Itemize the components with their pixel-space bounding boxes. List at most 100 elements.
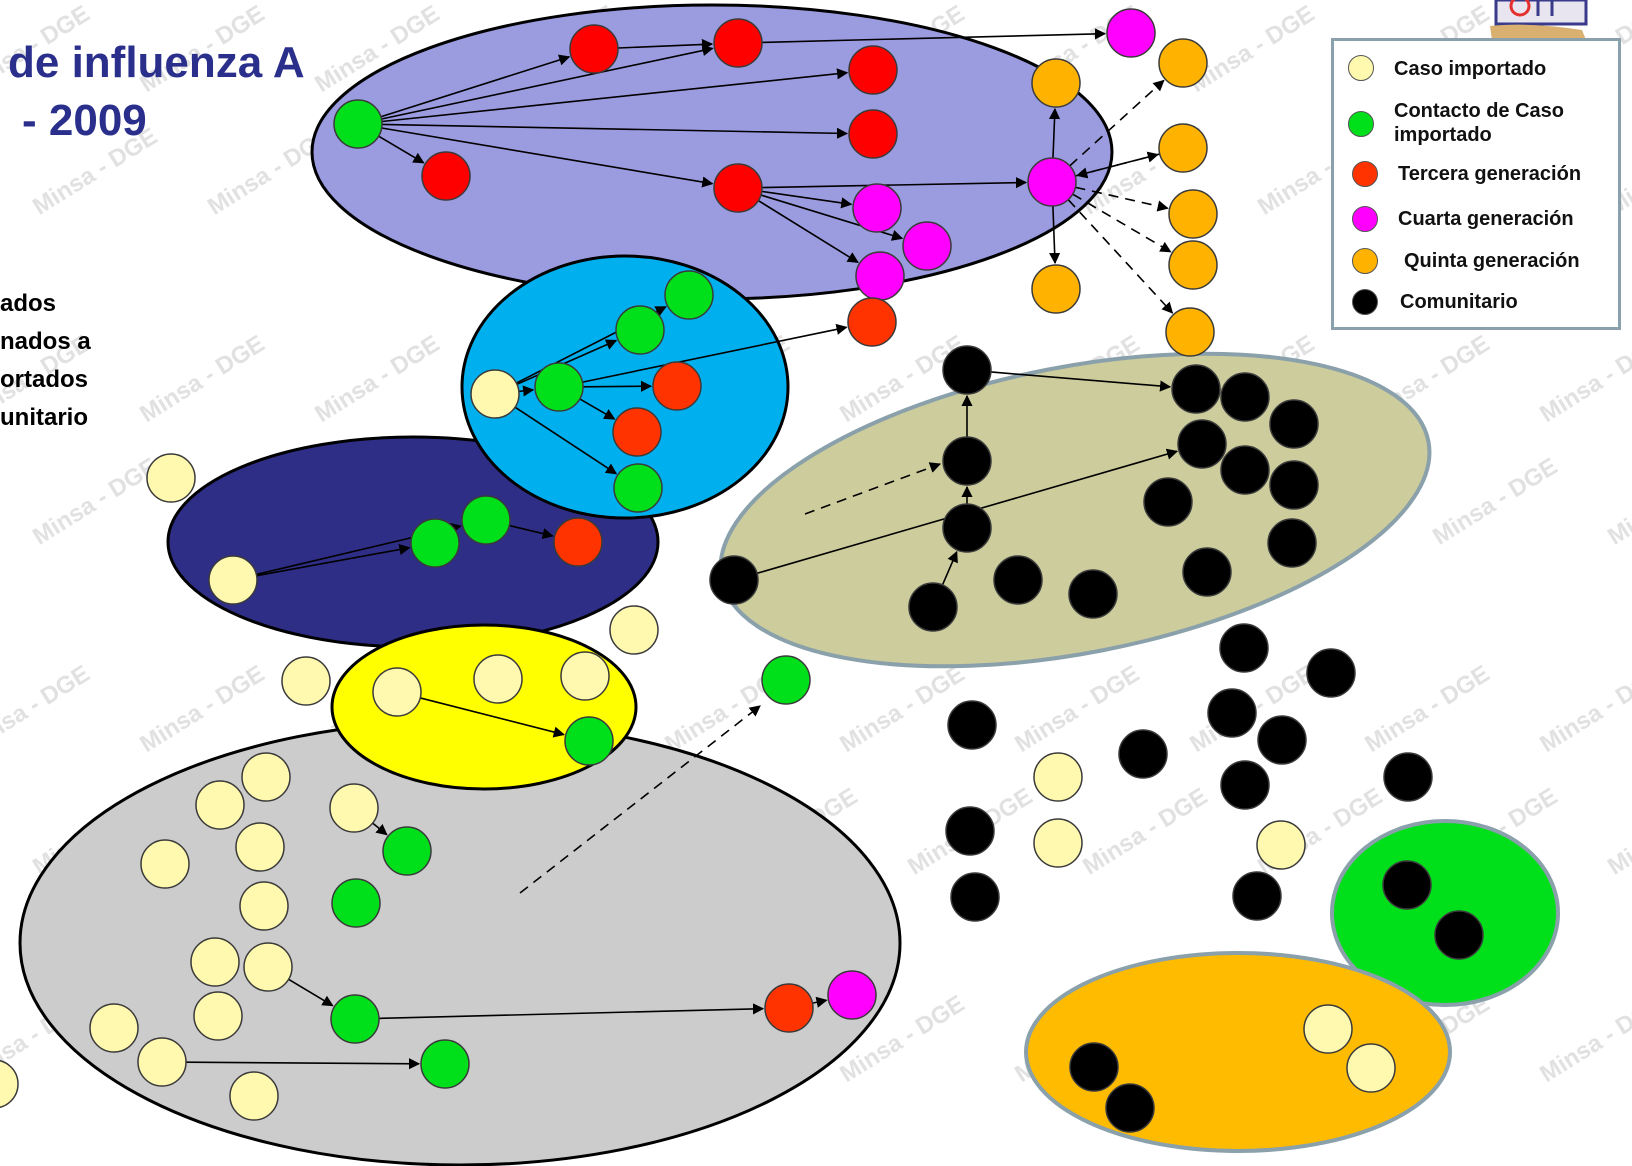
contact-case [331,878,381,928]
transmission-arrow [941,550,958,586]
imported-case [1346,1043,1396,1093]
contact-case [615,305,665,355]
legend-label-imported: Caso importado [1394,58,1547,80]
watermark-text: Minsa - DGE [310,330,444,428]
node-layer [0,8,1484,1133]
transmission-arrow [761,177,1028,189]
watermark-text: Minsa - DGE [135,660,269,758]
transmission-arrow [381,68,849,123]
fourth-gen-case [1106,8,1156,58]
community-case [1105,1083,1155,1133]
transmission-arrow [1049,205,1061,265]
fifth-gen-case [1165,307,1215,357]
imported-case [190,937,240,987]
cluster-layer [18,3,1560,1166]
community-case [1232,871,1282,921]
watermark-text: Minsa - DGE [1078,783,1212,881]
community-case [1220,445,1270,495]
contact-case [410,518,460,568]
watermark-text: Minsa - DGE [28,453,162,551]
legend-swatch-imported-icon [1348,55,1374,81]
community-case [942,503,992,553]
title-line-1: de influenza A [8,38,305,87]
imported-case [140,839,190,889]
legend: Caso importado Contacto de Caso importad… [1331,38,1621,330]
transmission-arrow [509,524,554,540]
imported-case [137,1037,187,1087]
imported-case [235,822,285,872]
imported-case [193,991,243,1041]
transmission-arrow [617,38,714,51]
transmission-arrow [288,978,334,1007]
transmission-arrow [380,54,571,118]
imported-case [146,453,196,503]
community-case [1269,399,1319,449]
third-gen-case [612,407,662,457]
transmission-arrow [812,996,828,1008]
imported-case [473,654,523,704]
contact-case [333,99,383,149]
imported-case [329,783,379,833]
fifth-gen-case [1158,123,1208,173]
imported-case [229,1071,279,1121]
community-case [942,345,992,395]
legend-label-contact: Contacto de Caso importado [1394,100,1565,146]
dashed-transmission-arrow [1069,79,1165,167]
cluster-green [1330,819,1560,1007]
fifth-gen-case [1031,264,1081,314]
imported-case [1256,820,1306,870]
transmission-arrow [761,28,1107,44]
community-case [1269,460,1319,510]
third-gen-case [713,163,763,213]
community-case [1306,648,1356,698]
imported-case [281,656,331,706]
fourth-gen-case [852,183,902,233]
imported-case [0,1059,19,1109]
imported-case [1033,818,1083,868]
legend-swatch-third-icon [1352,161,1378,187]
legend-label-fourth: Cuarta generación [1398,208,1574,230]
legend-swatch-contact-icon [1348,111,1374,137]
contact-case [330,994,380,1044]
third-gen-case [421,151,471,201]
watermark-text: Minsa - DGE [1603,453,1632,551]
community-case [908,582,958,632]
watermark-text: Minsa - DGE [1603,783,1632,881]
third-gen-case [848,109,898,159]
fourth-gen-case [855,251,905,301]
fifth-gen-case [1031,58,1081,108]
dashed-transmission-arrow [1076,153,1160,179]
third-gen-case [569,24,619,74]
watermark-text: Minsa - DGE [1185,0,1319,98]
community-case [1219,623,1269,673]
fourth-gen-case [827,970,877,1020]
imported-case [470,369,520,419]
transmission-arrow [381,127,714,188]
imported-case [560,651,610,701]
third-gen-case [652,361,702,411]
contact-case [564,716,614,766]
community-case [945,806,995,856]
imported-case [243,942,293,992]
fourth-gen-case [902,221,952,271]
transmission-arrow [516,339,618,386]
dashed-transmission-arrow [1072,193,1172,253]
community-case [1177,419,1227,469]
transmission-arrow [757,199,859,263]
side-text-3: ortados [0,366,89,393]
transmission-arrow [378,135,425,164]
fifth-gen-case [1168,189,1218,239]
transmission-arrow [378,1003,765,1020]
imported-case [208,555,258,605]
legend-swatch-community-icon [1352,289,1378,315]
transmission-arrow [256,543,411,577]
community-case [1434,910,1484,960]
imported-case [372,667,422,717]
side-text-4: unitario [0,404,88,431]
transmission-arrow [582,323,848,383]
imported-case [1033,752,1083,802]
third-gen-case [553,517,603,567]
transmission-arrow [990,371,1172,392]
imported-case [241,752,291,802]
dashed-transmission-arrow [1075,151,1159,177]
